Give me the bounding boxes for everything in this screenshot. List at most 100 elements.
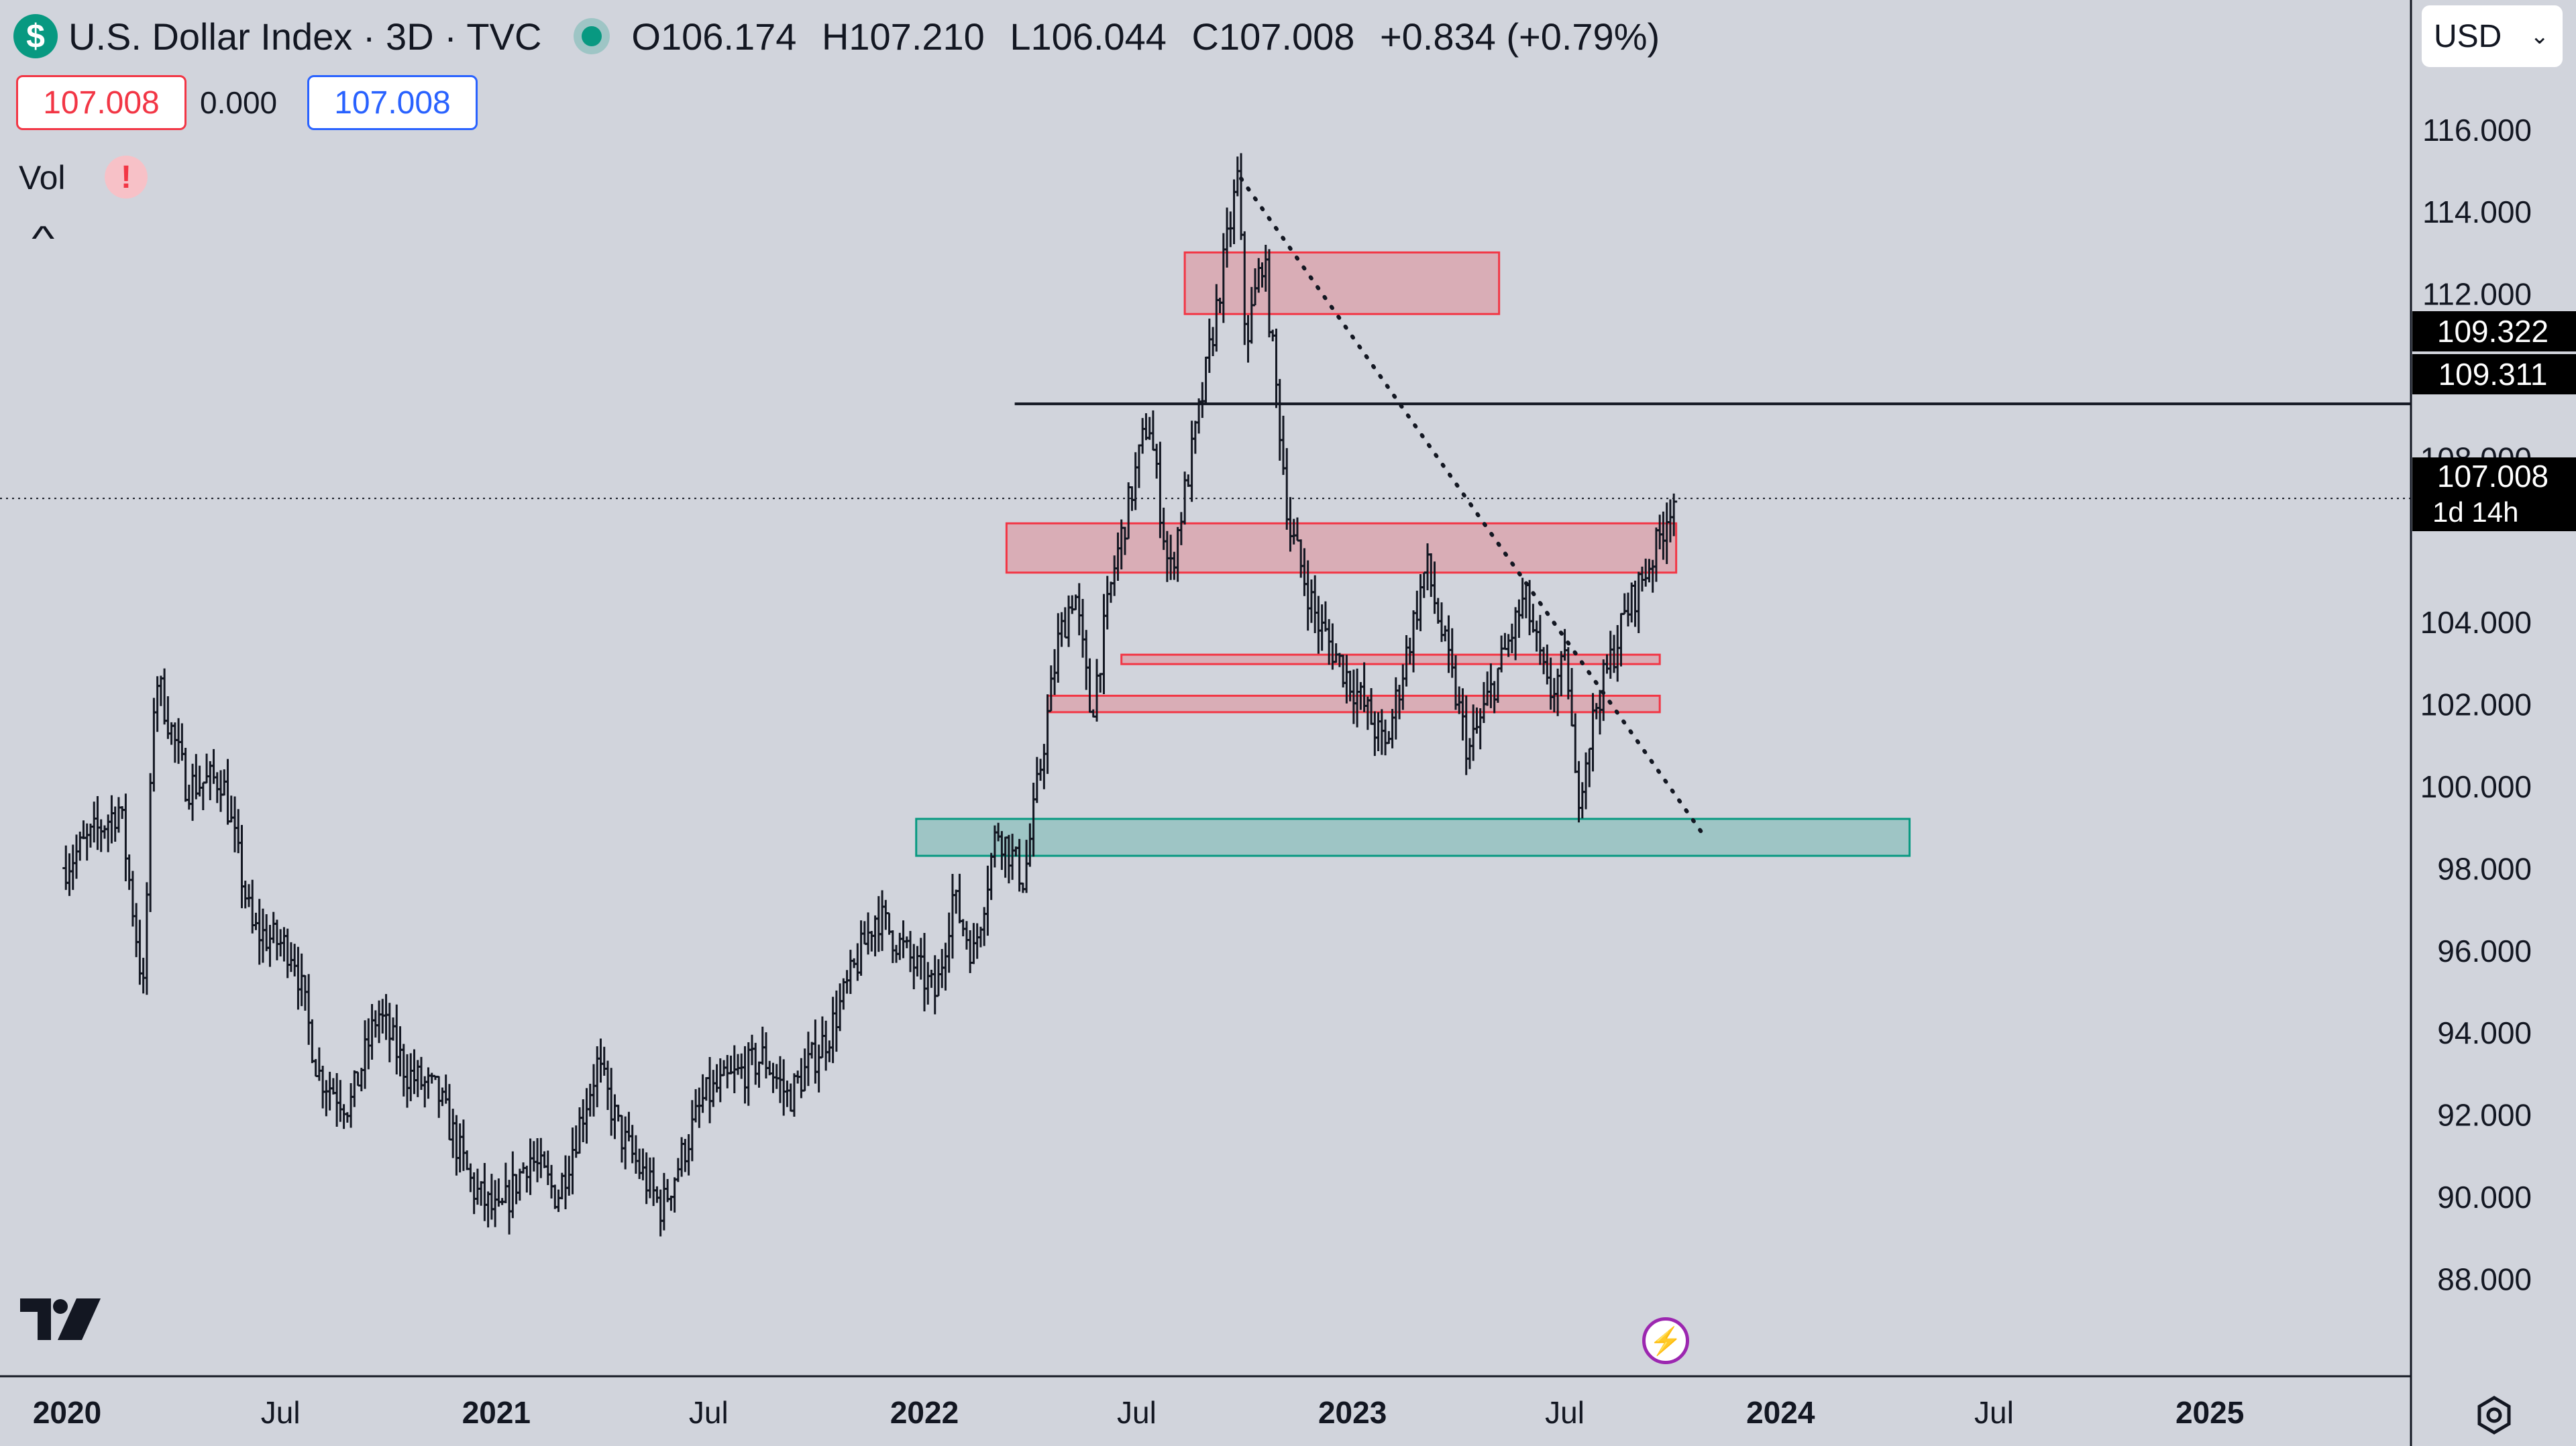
ohlc-bar-185 — [710, 1070, 717, 1107]
ohlc-bar-187 — [716, 1058, 724, 1103]
ohlc-bar-193 — [738, 1053, 745, 1079]
ohlc-bar-82 — [347, 1083, 355, 1128]
ohlc-bar-67 — [294, 946, 302, 1010]
ohlc-bar-252 — [945, 912, 953, 973]
ohlc-bar-258 — [967, 930, 974, 973]
tradingview-logo[interactable] — [20, 1298, 107, 1345]
ohlc-bar-376 — [1382, 719, 1389, 756]
ohlc-bar-287 — [1069, 595, 1076, 614]
ohlc-bar-418 — [1529, 604, 1537, 633]
ohlc-bar-27 — [154, 676, 161, 732]
ohlc-bar-206 — [784, 1080, 791, 1107]
ohlc-bar-150 — [586, 1083, 594, 1117]
ohlc-bar-111 — [449, 1109, 457, 1158]
ohlc-bar-419 — [1533, 620, 1540, 652]
ohlc-bar-99 — [407, 1053, 415, 1101]
y-tick-label: 100.000 — [2420, 769, 2532, 804]
ohlc-bar-130 — [516, 1168, 523, 1201]
ohlc-bar-247 — [928, 969, 935, 988]
market-status-dot[interactable] — [582, 26, 602, 46]
lightning-icon[interactable]: ⚡ — [1642, 1317, 1689, 1364]
ohlc-bar-248 — [931, 955, 938, 1015]
ohlc-bar-81 — [343, 1112, 351, 1123]
y-tick-label: 90.000 — [2437, 1180, 2532, 1215]
ohlc-bar-18 — [122, 793, 129, 881]
ohlc-bar-68 — [298, 953, 305, 1007]
ohlc-bar-335 — [1238, 153, 1245, 240]
ohlc-bar-208 — [790, 1073, 798, 1117]
currency-select[interactable]: USD ⌄ — [2422, 5, 2563, 67]
price-axis[interactable] — [2411, 0, 2576, 1446]
ohlc-bar-7 — [83, 823, 91, 861]
spread-value: 0.000 — [200, 85, 278, 120]
ohlc-bar-135 — [534, 1137, 541, 1182]
ohlc-bar-163 — [632, 1135, 639, 1174]
ohlc-bar-138 — [544, 1150, 551, 1185]
price-axis-labels: 88.000 90.000 92.000 94.000 96.000 98.000 100.… — [2420, 113, 2532, 1297]
ohlc-bar-141 — [555, 1189, 562, 1213]
ohlc-bar-132 — [523, 1166, 531, 1193]
ohlc-bar-5 — [76, 831, 84, 861]
chevron-up-icon[interactable]: ^ — [32, 219, 55, 258]
ohlc-bar-121 — [484, 1191, 492, 1228]
drawing-lines-layer — [0, 176, 2411, 834]
ohlc-bar-118 — [474, 1168, 481, 1205]
ohlc-bar-215 — [815, 1044, 822, 1093]
ohlc-bar-4 — [72, 834, 80, 879]
ohlc-bar-96 — [396, 1026, 404, 1076]
ohlc-bar-305 — [1132, 452, 1139, 510]
symbol-title[interactable]: U.S. Dollar Index · 3D · TVC — [68, 15, 542, 58]
ohlc-bar-182 — [699, 1074, 706, 1113]
x-tick-label: Jul — [261, 1395, 301, 1430]
ohlc-bar-73 — [315, 1047, 323, 1081]
y-tick-label: 102.000 — [2420, 687, 2532, 722]
ohlc-bar-32 — [171, 722, 178, 763]
ohlc-bar-238 — [896, 932, 904, 960]
ohlc-bar-149 — [583, 1088, 590, 1144]
ohlc-bar-442 — [1614, 625, 1621, 682]
ohlc-bar-51 — [238, 824, 246, 909]
ohlc-bar-411 — [1505, 634, 1512, 657]
ohlc-bar-357 — [1315, 596, 1322, 654]
ohlc-bar-155 — [604, 1060, 611, 1111]
ohlc-bar-395 — [1448, 628, 1456, 678]
ohlc-bar-49 — [231, 796, 239, 852]
ohlc-bar-128 — [509, 1151, 517, 1219]
ohlc-bar-273 — [1019, 882, 1026, 893]
ohlc-bar-433 — [1582, 752, 1590, 810]
settings-icon[interactable] — [2474, 1395, 2514, 1435]
volume-indicator-label[interactable]: Vol — [19, 159, 66, 197]
ohlc-bar-458 — [1670, 493, 1678, 537]
buy-price-button[interactable]: 107.008 — [307, 75, 478, 130]
ohlc-bar-246 — [924, 962, 932, 1005]
x-tick-label: Jul — [689, 1395, 729, 1430]
ohlc-bar-52 — [241, 881, 249, 909]
ohlc-bar-432 — [1578, 782, 1586, 819]
ohlc-bar-61 — [273, 920, 280, 960]
sell-price-button[interactable]: 107.008 — [16, 75, 186, 130]
ohlc-bar-297 — [1104, 575, 1111, 630]
x-tick-label: Jul — [1545, 1395, 1585, 1430]
x-tick-label: 2023 — [1318, 1395, 1387, 1430]
ohlc-bar-147 — [576, 1107, 584, 1154]
ohlc-bar-23 — [140, 958, 147, 994]
ohlc-bar-306 — [1135, 444, 1142, 488]
ohlc-bar-157 — [611, 1094, 619, 1139]
ohlc-bar-231 — [871, 915, 879, 956]
ohlc-bar-39 — [196, 765, 203, 797]
support-zone-5 — [915, 818, 1911, 857]
ohlc-bar-430 — [1572, 713, 1579, 773]
ohlc-bar-127 — [506, 1180, 513, 1235]
ohlc-bar-249 — [934, 959, 942, 997]
ohlc-bar-260 — [973, 923, 981, 959]
x-tick-label: Jul — [1117, 1395, 1157, 1430]
ohlc-bar-416 — [1522, 582, 1529, 618]
ohlc-bar-28 — [157, 675, 164, 706]
ohlc-bar-324 — [1199, 382, 1206, 419]
ohlc-bar-44 — [213, 772, 221, 803]
dollar-icon[interactable]: $ — [13, 14, 58, 58]
ohlc-bar-36 — [185, 784, 193, 810]
warning-icon[interactable]: ! — [105, 156, 148, 199]
ohlc-bar-47 — [224, 759, 231, 825]
